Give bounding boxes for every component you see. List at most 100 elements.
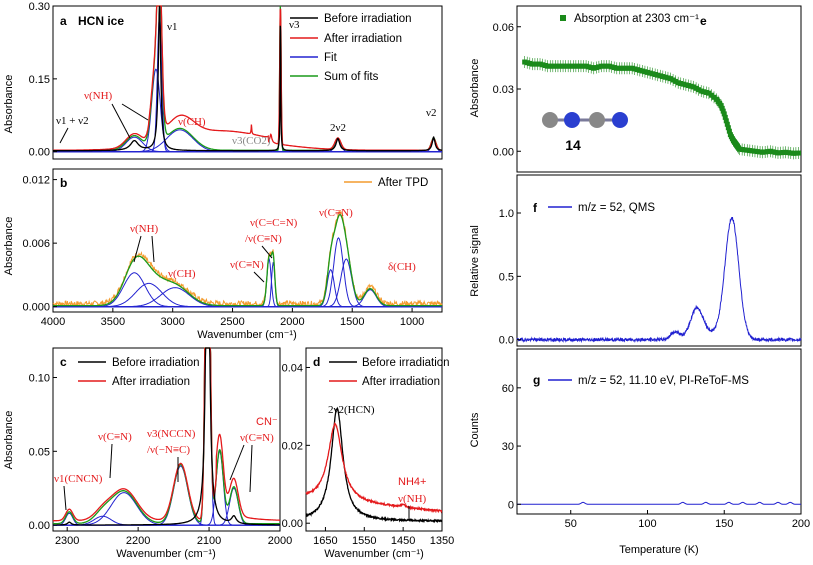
panel-a-yticks: 0.00 0.15 0.30 — [29, 1, 57, 159]
panel-e-ylabel: Absorbance — [469, 59, 481, 118]
panel-e-points — [522, 56, 801, 160]
panel-b-xtick-label: 3000 — [160, 316, 184, 328]
e-data-point — [724, 121, 730, 127]
e-data-point — [788, 150, 794, 156]
e-data-point — [568, 63, 574, 69]
d-before-irradiation-curve — [305, 406, 443, 524]
e-data-point — [534, 61, 540, 67]
e-data-point — [670, 77, 676, 83]
ann-2nu2: 2ν2 — [330, 122, 346, 134]
panel-c-label: c — [60, 355, 67, 369]
panel-d-xticks: 1650 1550 1450 1350 — [313, 527, 454, 547]
panel-c-ylabel: Absorbance — [3, 411, 15, 470]
ann-c-arrow-cn — [109, 443, 113, 479]
e-data-point — [665, 75, 671, 81]
panel-c-yticks: 0.00 0.05 0.10 — [29, 373, 57, 532]
panel-g-xtick-label: 50 — [565, 518, 577, 530]
e-data-point — [644, 69, 650, 75]
before-irradiation-curve — [53, 5, 442, 152]
panel-f-curves — [516, 216, 802, 344]
c-before-irradiation-curve — [53, 347, 280, 526]
e-data-point — [722, 114, 728, 120]
e-data-point — [583, 63, 589, 69]
legend-e-text: Absorption at 2303 cm⁻¹ — [574, 13, 699, 25]
ann-c-arrow-cnm-1 — [229, 444, 245, 481]
panel-f-yticks: 0.0 0.5 1.0 — [499, 208, 521, 347]
e-data-point — [721, 111, 727, 117]
panel-e-ytick-label: 0.03 — [493, 84, 514, 96]
panel-f-label: f — [533, 201, 538, 215]
e-data-point — [540, 62, 546, 68]
ann-c-nu3-nccn: ν3(NCCN) — [147, 428, 196, 440]
ann-nu1-nu2: ν1 + ν2 — [56, 115, 89, 127]
e-data-point — [642, 69, 648, 75]
ann-arrow-nh-1 — [111, 103, 131, 139]
ann-b-nu-cn-slash: /ν(C≡N) — [245, 233, 282, 245]
e-data-point — [680, 81, 686, 87]
panel-b-curves — [52, 209, 443, 308]
panel-d-label: d — [313, 355, 320, 369]
panel-b-xtick-label: 1000 — [400, 316, 424, 328]
c-fit-curve-2 — [53, 492, 280, 526]
d-after-irradiation-curve — [305, 421, 443, 514]
e-data-point — [711, 94, 717, 100]
e-data-point — [550, 63, 556, 69]
e-data-point — [547, 63, 553, 69]
e-data-point — [691, 84, 697, 90]
panel-d-frame — [305, 347, 443, 532]
panel-e-ytick-label: 0.00 — [493, 146, 514, 158]
e-data-point — [762, 149, 768, 155]
panel-b-xtick-label: 4000 — [41, 316, 65, 328]
e-data-point — [683, 82, 689, 88]
e-data-point — [662, 74, 668, 80]
panel-c-xlabel: Wavenumber (cm⁻¹) — [116, 548, 216, 560]
panel-b-yticks: 0.000 0.006 0.012 — [22, 175, 57, 314]
legend-d-before: Before irradiation — [362, 357, 450, 369]
e-data-point — [627, 65, 633, 71]
e-data-point — [693, 85, 699, 91]
ann-c-nu-nc: /ν(−N≡C) — [147, 444, 190, 456]
panel-c-ytick-label: 0.05 — [29, 446, 50, 458]
e-data-point — [775, 150, 781, 156]
panel-c-xtick-label: 2100 — [197, 535, 221, 547]
e-data-point — [678, 80, 684, 86]
panel-b-xticks: 4000 3500 3000 2500 2000 1500 1000 — [41, 308, 424, 328]
panel-g-xtick-label: 100 — [638, 518, 656, 530]
e-data-point — [778, 150, 784, 156]
panel-g-ytick-label: 30 — [502, 441, 514, 453]
panel-g: 0 30 60 50 100 150 200 Counts Temperature (K)… — [469, 348, 810, 556]
panel-d-ytick-label: 0.02 — [282, 440, 303, 452]
e-data-point — [647, 70, 653, 76]
panel-a-label: a — [60, 14, 67, 28]
e-data-point — [563, 63, 569, 69]
e-data-point — [655, 72, 661, 78]
e-data-point — [706, 90, 712, 96]
e-data-point — [575, 63, 581, 69]
panel-g-label: g — [533, 373, 540, 387]
e-data-point — [657, 73, 663, 79]
panel-g-xtick-label: 200 — [792, 518, 810, 530]
e-data-point — [652, 71, 658, 77]
e-data-point — [749, 148, 755, 154]
e-data-point — [611, 65, 617, 71]
e-data-point — [532, 61, 538, 67]
panel-f-frame — [516, 174, 802, 347]
e-data-point — [737, 146, 743, 152]
e-data-point — [660, 74, 666, 80]
panel-c-ytick-label: 0.10 — [29, 373, 50, 385]
panel-d-curves — [305, 406, 443, 524]
panel-g-curves — [517, 501, 801, 505]
panel-a-ytick-label: 0.15 — [29, 74, 50, 86]
legend-c-before: Before irradiation — [112, 357, 200, 369]
e-data-point — [591, 65, 597, 71]
e-data-point — [685, 83, 691, 89]
e-data-point — [606, 63, 612, 69]
legend-sum: Sum of fits — [324, 71, 379, 83]
legend-d-after: After irradiation — [362, 376, 440, 388]
ann-d-nh4: NH4+ — [398, 476, 426, 488]
e-data-point — [757, 149, 763, 155]
e-data-point — [673, 78, 679, 84]
e-data-point — [770, 149, 776, 155]
e-data-point — [701, 89, 707, 95]
panel-a-ytick-label: 0.30 — [29, 1, 50, 13]
